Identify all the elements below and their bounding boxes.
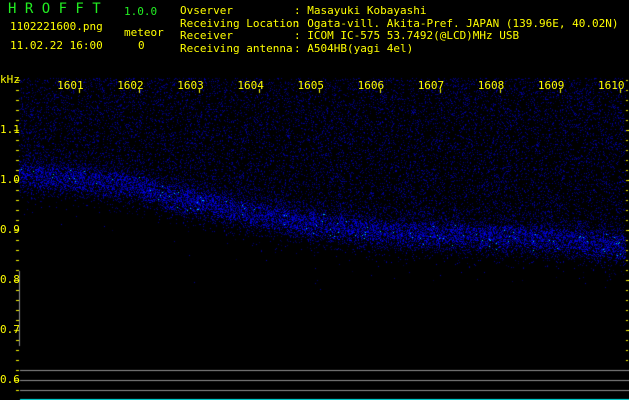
info-label: Ovserver [180, 4, 233, 17]
y-tick-label: 0.6 [0, 373, 20, 386]
info-value: : Ogata-vill. Akita-Pref. JAPAN (139.96E… [294, 16, 619, 30]
y-tick-label: 0.9 [0, 223, 20, 236]
x-tick-label: 1602 [117, 79, 144, 92]
x-tick-label: 1609 [537, 79, 565, 92]
info-value: : ICOM IC-575 53.7492(@LCD)MHz USB [294, 29, 520, 42]
y-axis-unit: kHz [0, 73, 20, 86]
x-tick-label: 1603 [177, 79, 204, 92]
version: 1.0.0 [124, 5, 158, 18]
y-tick-label: 1.0 [0, 173, 20, 186]
y-tick-label: 1.1 [0, 123, 20, 136]
x-tick-label: 1606 [357, 79, 385, 92]
meteor-count: 0 [138, 39, 145, 52]
info-value: : A504HB(yagi 4el) [294, 41, 414, 55]
x-tick-label: 1608 [477, 79, 505, 92]
info-label: Receiving antenna [180, 41, 293, 55]
x-tick-label: 1601 [57, 79, 84, 92]
datetime: 11.02.22 16:00 [10, 39, 103, 52]
y-tick-label: 0.8 [0, 273, 20, 286]
x-tick-label: 1604 [237, 79, 264, 92]
filename: 1102221600.png [10, 20, 103, 33]
info-label: Receiver [180, 29, 233, 42]
x-tick-label: 1610 [597, 79, 625, 92]
x-tick-label: 1607 [417, 79, 445, 92]
meteor-label: meteor [124, 26, 164, 39]
y-tick-label: 0.7 [0, 323, 20, 336]
info-value: : Masayuki Kobayashi [294, 4, 427, 17]
x-tick-label: 1605 [297, 79, 324, 92]
info-label: Receiving Location [180, 16, 300, 30]
app-title: H R O F F T [8, 1, 101, 17]
